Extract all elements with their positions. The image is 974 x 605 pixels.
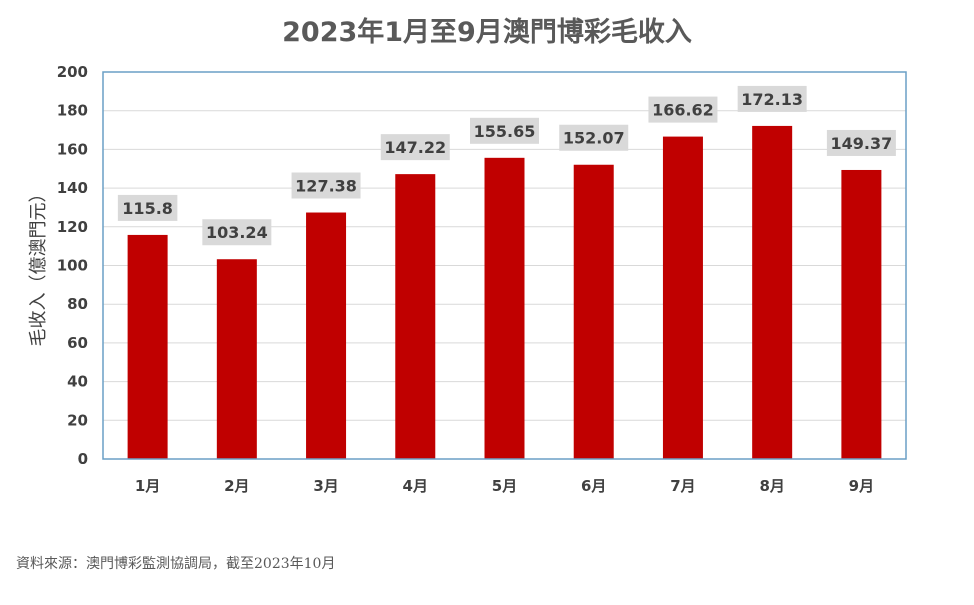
x-tick-label: 9月 xyxy=(849,477,874,495)
data-label-background xyxy=(559,124,629,151)
data-label-background xyxy=(291,172,361,199)
y-tick-label: 60 xyxy=(67,334,88,352)
y-tick-label: 80 xyxy=(67,295,88,313)
bars xyxy=(127,125,882,459)
y-tick-label: 180 xyxy=(57,102,88,120)
data-label-background xyxy=(826,129,896,156)
data-label: 103.24 xyxy=(206,223,268,242)
bar xyxy=(306,212,347,459)
data-label: 155.65 xyxy=(474,122,536,141)
bar xyxy=(484,157,525,459)
x-axis-ticks: 1月 2月 3月 4月 5月 6月 7月 8月 9月 xyxy=(135,477,874,495)
y-tick-label: 160 xyxy=(57,140,88,158)
y-axis-label: 毛收入（億澳門元） xyxy=(28,185,49,347)
bar xyxy=(662,136,703,459)
data-label: 147.22 xyxy=(384,138,446,157)
data-label-background xyxy=(117,194,178,221)
y-tick-label: 200 xyxy=(57,63,88,81)
x-tick-label: 7月 xyxy=(670,477,695,495)
data-label: 166.62 xyxy=(652,101,714,120)
source-note: 資料來源：澳門博彩監測協調局，截至2023年10月 xyxy=(16,556,336,572)
plot-frame xyxy=(102,71,907,460)
y-tick-label: 20 xyxy=(67,411,88,429)
data-label: 152.07 xyxy=(563,129,625,148)
bar xyxy=(216,259,257,459)
y-tick-label: 100 xyxy=(57,257,88,275)
data-label: 149.37 xyxy=(831,134,893,153)
x-tick-label: 8月 xyxy=(759,477,784,495)
x-tick-label: 3月 xyxy=(313,477,338,495)
data-label-background xyxy=(470,117,539,144)
bar xyxy=(573,164,614,459)
y-tick-label: 40 xyxy=(67,373,88,391)
data-label-background xyxy=(380,134,450,161)
data-label-background xyxy=(648,96,718,123)
x-tick-label: 2月 xyxy=(224,477,249,495)
bar xyxy=(752,125,793,459)
x-tick-label: 6月 xyxy=(581,477,606,495)
y-tick-label: 140 xyxy=(57,179,88,197)
y-tick-label: 0 xyxy=(78,450,88,468)
x-tick-label: 5月 xyxy=(492,477,517,495)
data-label-background xyxy=(737,85,807,112)
data-label: 127.38 xyxy=(295,177,357,196)
data-labels: 115.8 103.24 127.38 147.22 155.65 152.07 166.6… xyxy=(117,85,896,246)
chart-title: 2023年1月至9月澳門博彩毛收入 xyxy=(282,17,692,48)
data-label: 115.8 xyxy=(122,199,173,218)
bar xyxy=(841,169,882,459)
y-tick-label: 120 xyxy=(57,218,88,236)
bar xyxy=(395,174,436,459)
bar xyxy=(127,234,168,459)
x-tick-label: 1月 xyxy=(135,477,160,495)
data-label-background xyxy=(202,219,272,246)
y-axis-ticks: 0 20 40 60 80 100 120 140 160 180 200 xyxy=(57,63,88,468)
data-label: 172.13 xyxy=(741,90,803,109)
x-tick-label: 4月 xyxy=(403,477,428,495)
